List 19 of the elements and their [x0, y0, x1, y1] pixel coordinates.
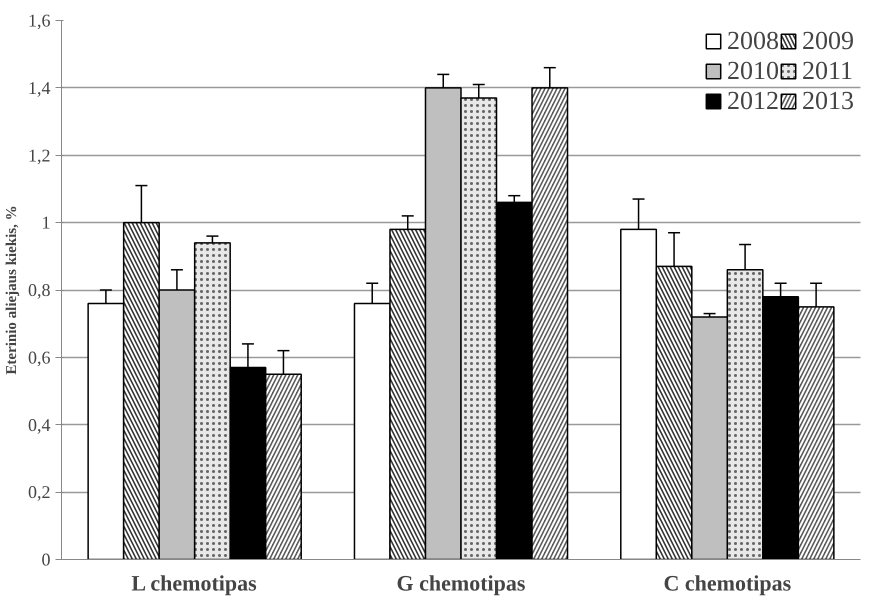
y-tick-label: 1,6	[28, 10, 50, 30]
x-tick-label: L chemotipas	[131, 570, 258, 596]
legend-label: 2008	[727, 26, 779, 56]
y-tick-label: 0,2	[28, 482, 50, 502]
x-tick-label: G chemotipas	[396, 570, 526, 596]
x-tick-label: C chemotipas	[663, 570, 792, 596]
y-axis-title: Eterinio aliejaus kiekis, %	[4, 205, 20, 375]
legend-label: 2010	[727, 56, 779, 86]
y-tick-label: 1	[42, 212, 50, 233]
legend-label: 2013	[802, 86, 854, 116]
legend-label: 2011	[802, 56, 854, 86]
legend-label: 2012	[727, 86, 779, 116]
y-tick-label: 0	[42, 550, 50, 570]
y-tick-label: 0,4	[28, 414, 50, 435]
y-tick-label: 0,8	[28, 280, 50, 300]
y-tick-label: 1,4	[28, 78, 50, 98]
y-tick-label: 0,6	[28, 347, 50, 368]
legend-label: 2009	[802, 26, 854, 56]
y-tick-label: 1,2	[28, 145, 50, 166]
